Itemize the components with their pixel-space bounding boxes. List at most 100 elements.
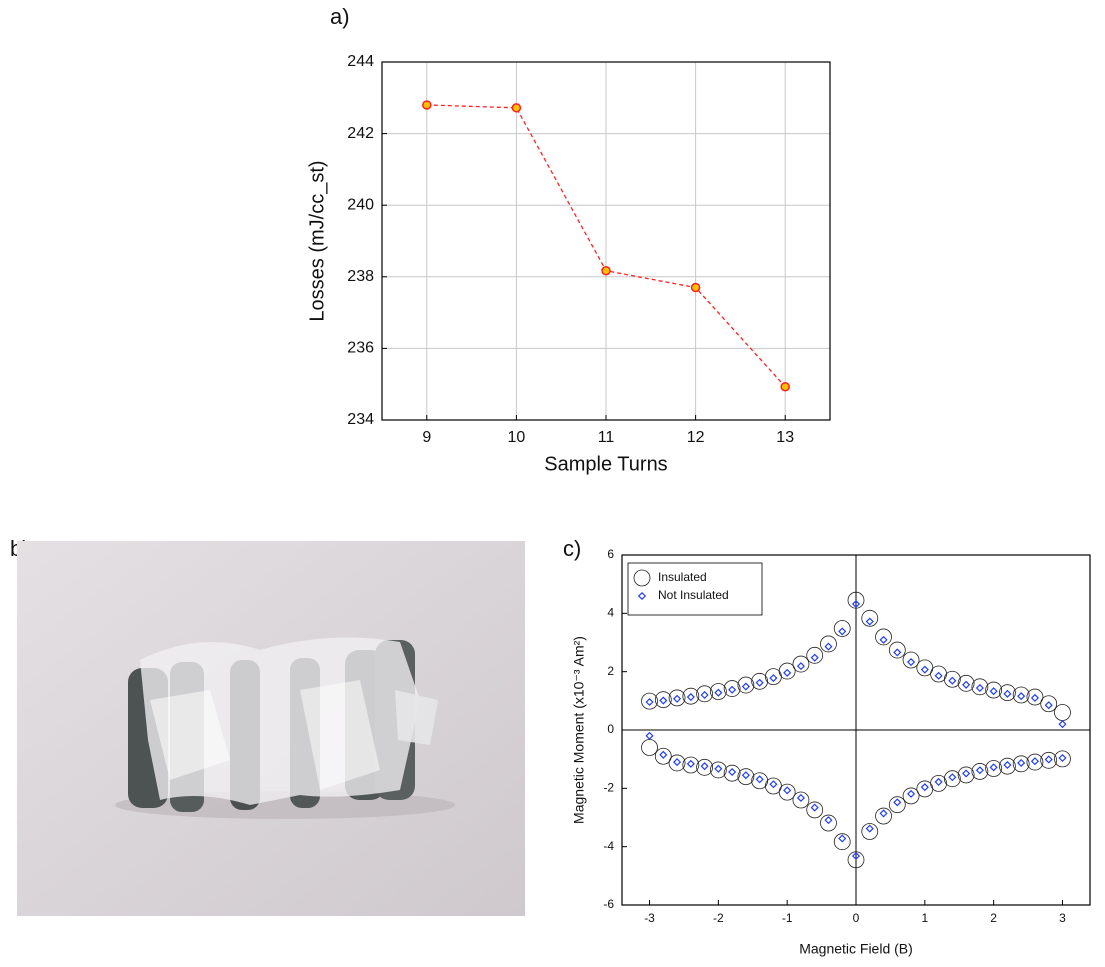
circle-marker (778, 783, 796, 801)
diamond-marker (824, 642, 833, 651)
diamond-marker (824, 816, 833, 825)
circle-marker (875, 807, 892, 825)
circle-marker (723, 680, 741, 697)
diamond-marker (907, 657, 916, 667)
legend-marker (637, 591, 647, 601)
diamond-marker (1030, 757, 1039, 766)
diamond-marker (714, 688, 723, 697)
diamond-marker (989, 687, 998, 696)
diamond-marker (879, 809, 888, 818)
diamond-marker (975, 683, 984, 693)
circle-marker (1026, 688, 1044, 706)
diamond-marker (1017, 692, 1026, 701)
diamond-marker (796, 662, 805, 671)
diamond-marker (755, 775, 764, 784)
circle-marker (723, 764, 741, 782)
diamond-marker (865, 617, 874, 626)
circle-marker (806, 801, 824, 819)
circle-marker (999, 684, 1016, 702)
circle-marker (778, 662, 796, 680)
circle-marker (902, 787, 920, 805)
circle-marker (847, 851, 865, 869)
data-point (690, 282, 701, 293)
circle-marker (957, 674, 975, 692)
circle-marker (971, 763, 989, 780)
diamond-marker (1058, 753, 1067, 763)
diamond-marker (783, 786, 792, 795)
data-point (511, 103, 522, 113)
diamond-marker (934, 777, 943, 786)
x-axis-label: Sample Turns (544, 453, 667, 475)
circle-marker (751, 672, 769, 690)
circle-marker (806, 646, 824, 664)
diamond-marker (783, 668, 792, 677)
circle-marker (916, 659, 934, 677)
circle-marker (943, 770, 961, 788)
diamond-marker (673, 694, 682, 703)
circle-marker (1040, 695, 1058, 713)
circle-marker (930, 774, 947, 792)
x-tick-label: 11 (598, 429, 615, 446)
diamond-marker (728, 685, 737, 694)
circle-marker (668, 754, 686, 772)
circle-marker (888, 796, 906, 814)
data-point (780, 381, 790, 392)
diamond-marker (975, 766, 984, 775)
x-tick-label: 12 (687, 429, 705, 446)
diamond-marker (962, 680, 971, 689)
circle-marker (1026, 753, 1044, 771)
diamond-marker (769, 674, 778, 683)
diamond-marker (907, 789, 916, 798)
diamond-marker (673, 758, 682, 767)
diamond-marker (934, 671, 943, 680)
diamond-marker (755, 678, 764, 687)
diamond-marker (659, 696, 668, 705)
y-tick-label: -6 (603, 897, 614, 911)
circle-marker (737, 676, 755, 694)
circle-marker (1012, 755, 1030, 773)
x-tick-label: 2 (990, 911, 997, 925)
y-axis-label: Losses (mJ/cc_st) (306, 160, 328, 321)
circle-marker (737, 768, 755, 786)
circle-marker (641, 739, 658, 756)
circle-marker (875, 628, 892, 646)
data-point (601, 265, 611, 276)
diamond-marker (865, 824, 874, 833)
diamond-marker (1058, 720, 1067, 729)
circle-marker (833, 620, 851, 637)
diamond-marker (686, 759, 695, 768)
circle-marker (1012, 686, 1030, 704)
diamond-marker (920, 783, 929, 792)
diamond-marker (893, 648, 902, 657)
diamond-marker (893, 798, 902, 807)
diamond-marker (1030, 693, 1039, 702)
y-tick-label: 236 (347, 340, 374, 357)
circle-marker (709, 683, 727, 700)
circle-marker (888, 641, 906, 659)
diamond-marker (796, 793, 805, 803)
diamond-marker (989, 763, 998, 772)
circle-marker (641, 692, 658, 710)
circle-marker (1054, 704, 1071, 721)
diamond-marker (920, 665, 929, 674)
x-tick-label: 10 (508, 429, 526, 446)
circle-marker (792, 655, 810, 673)
diamond-marker (1044, 701, 1053, 710)
x-tick-label: -2 (713, 911, 724, 925)
y-tick-label: 238 (347, 268, 374, 285)
y-tick-label: 0 (607, 722, 614, 736)
diamond-marker (1044, 755, 1053, 764)
diamond-marker (659, 750, 668, 759)
diamond-marker (769, 780, 778, 789)
y-tick-label: 6 (607, 547, 614, 561)
y-tick-label: 242 (347, 125, 374, 142)
circle-marker (696, 758, 713, 776)
circle-marker (861, 609, 879, 627)
x-tick-label: -3 (644, 911, 655, 925)
diamond-marker (645, 697, 654, 707)
diamond-marker (645, 731, 654, 740)
circle-marker (1040, 751, 1058, 769)
plot-frame (381, 61, 831, 421)
circle-marker (709, 761, 727, 779)
